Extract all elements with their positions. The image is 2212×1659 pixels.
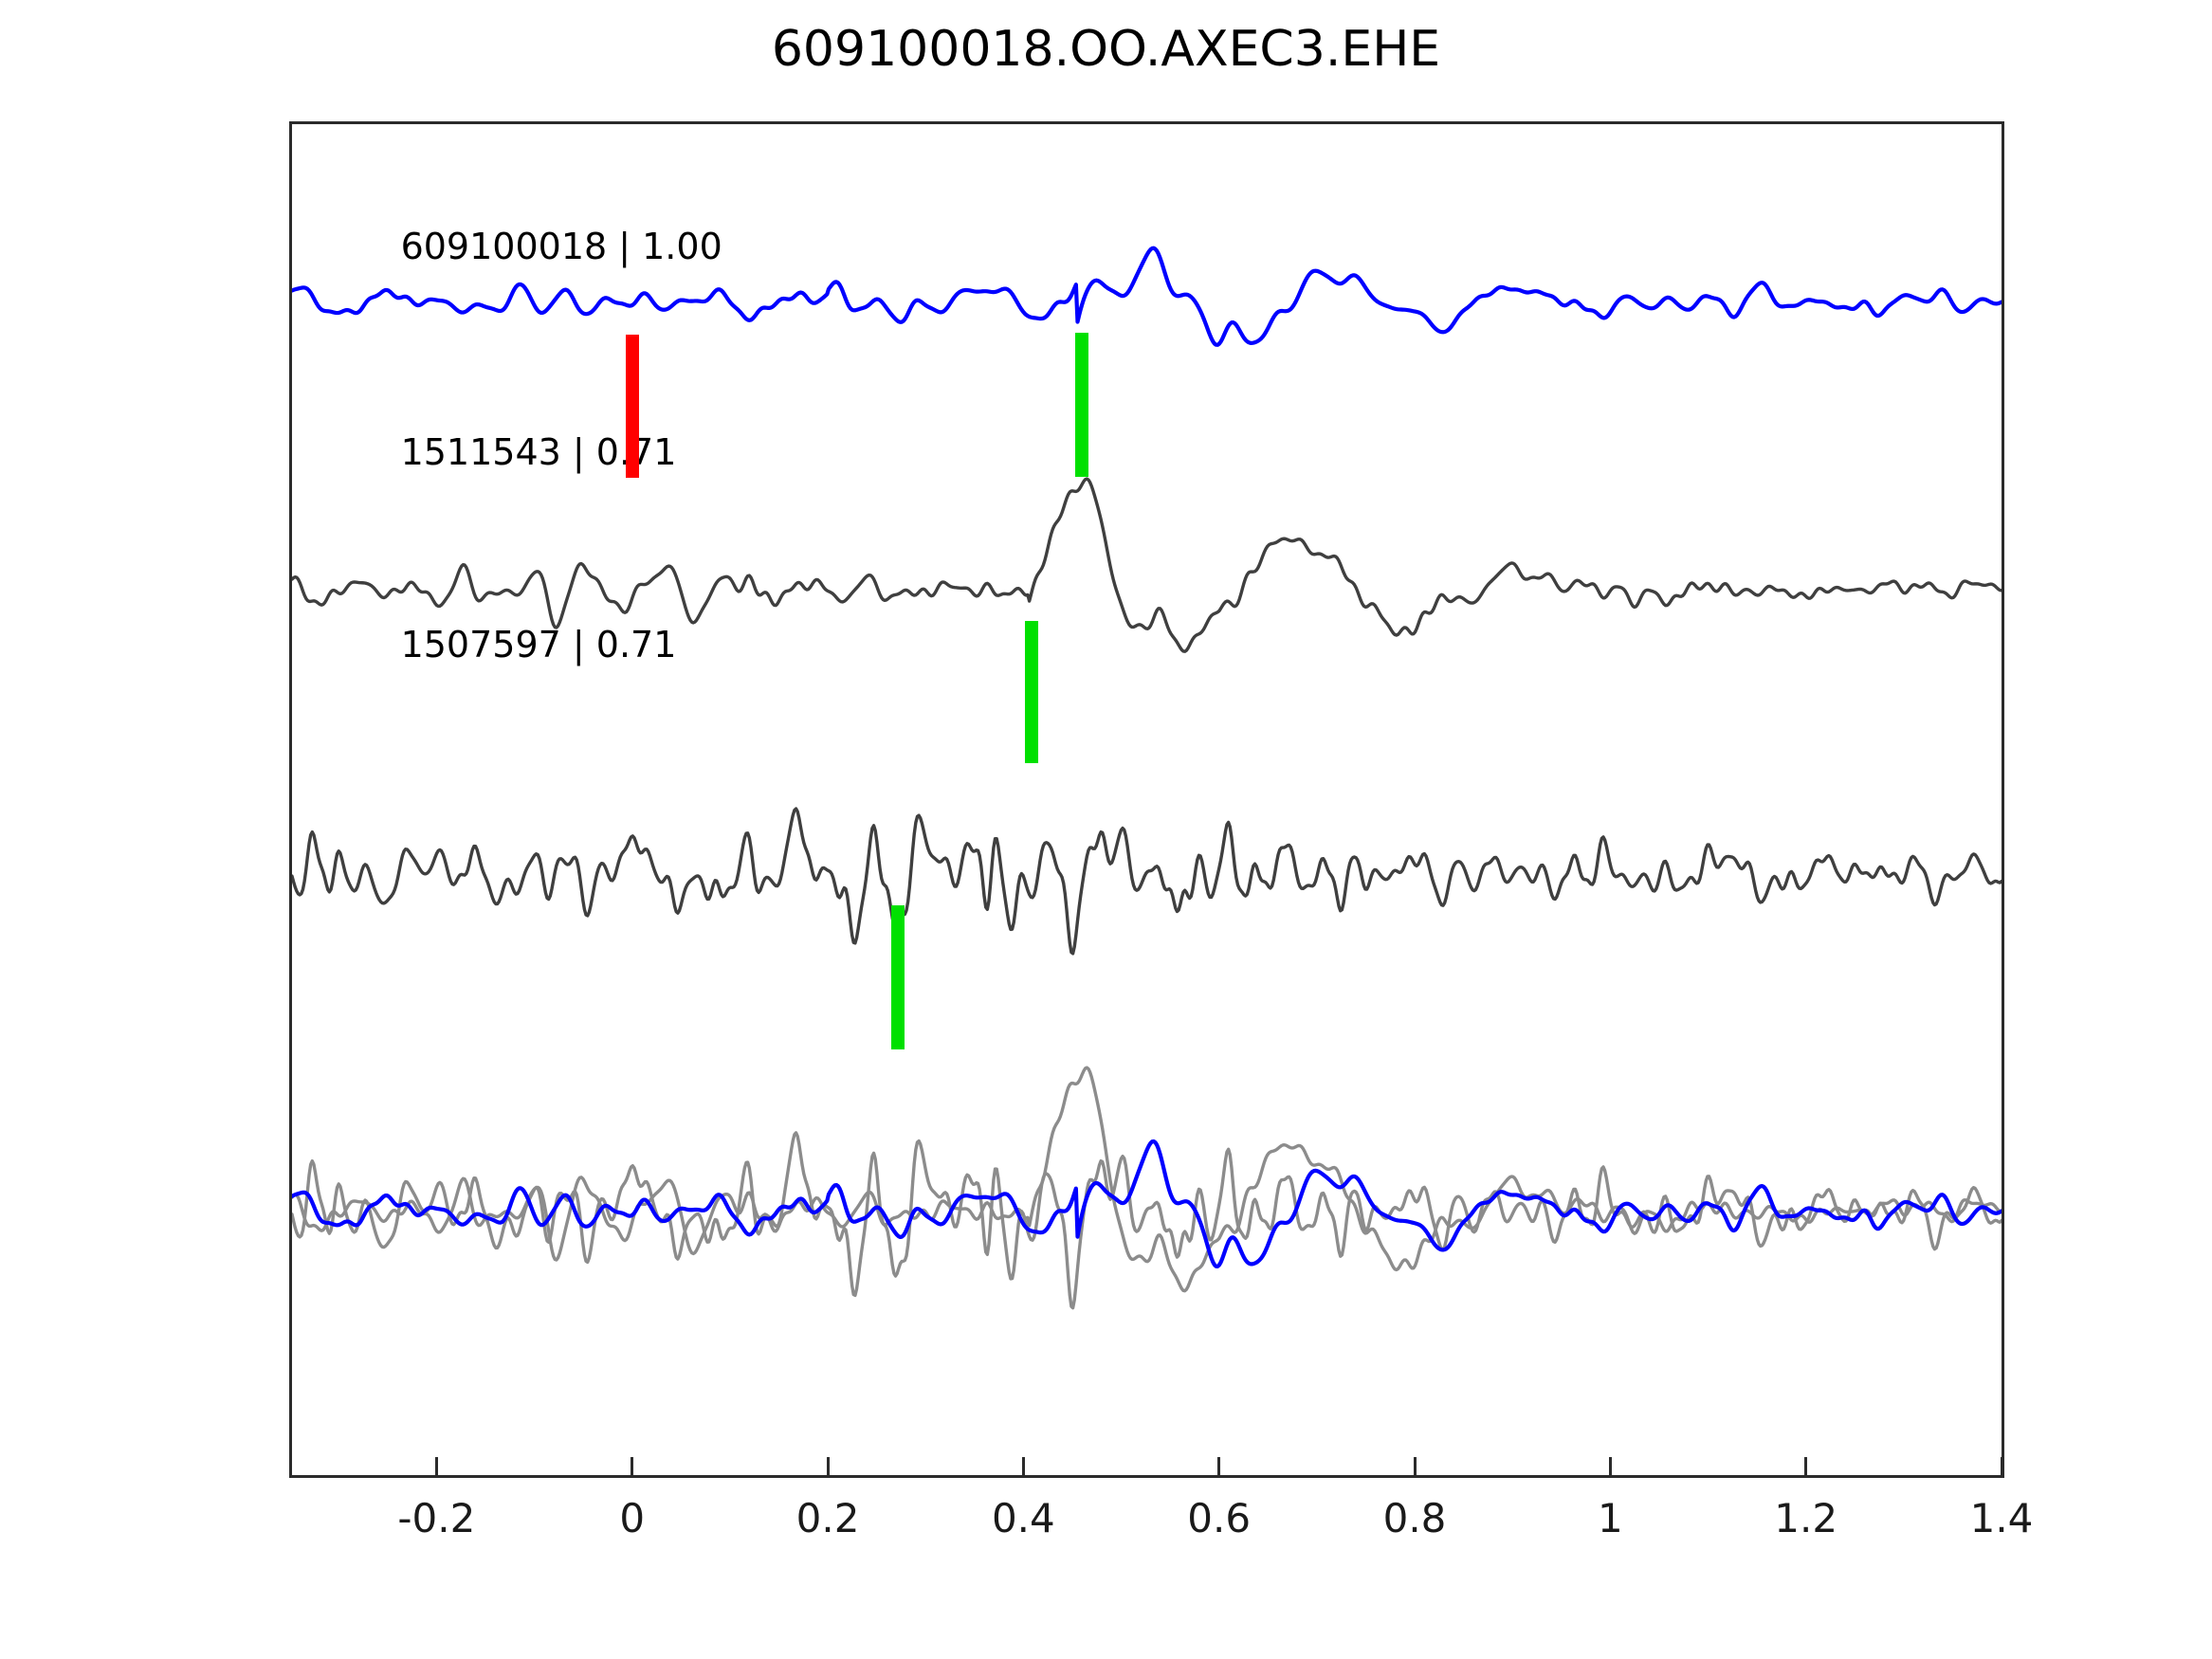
- overlay-trace-1511543: [292, 1066, 2002, 1293]
- x-axis-tick-label: 1: [1597, 1495, 1623, 1541]
- reference-pick-template: [625, 334, 639, 479]
- trace-label-609100018: 609100018 | 1.00: [400, 226, 722, 267]
- x-axis-tick-label: 0.4: [991, 1495, 1055, 1541]
- overlay-trace-1507597: [292, 1131, 2002, 1310]
- detected-pick-template: [1075, 333, 1089, 477]
- x-axis-tick-mark: [2000, 1457, 2003, 1478]
- x-axis-tick-label: 0.2: [795, 1495, 860, 1541]
- x-axis-tick-mark: [826, 1457, 830, 1478]
- overlay-trace-609100018: [292, 1139, 2002, 1269]
- x-axis-tick-label: 1.2: [1774, 1495, 1838, 1541]
- x-axis-tick-mark: [1608, 1457, 1612, 1478]
- x-axis-tick-mark: [1804, 1457, 1808, 1478]
- x-axis-tick-label: 0.6: [1187, 1495, 1252, 1541]
- x-axis-tick-label: -0.2: [397, 1495, 476, 1541]
- x-axis-tick-mark: [631, 1457, 634, 1478]
- trace-label-1507597: 1507597 | 0.71: [400, 624, 677, 665]
- x-axis-tick-label: 0: [619, 1495, 646, 1541]
- x-axis-tick-mark: [434, 1457, 438, 1478]
- waveform-trace-1511543: [292, 477, 2002, 653]
- x-axis-tick-label: 1.4: [1969, 1495, 2034, 1541]
- waveform-trace-609100018: [292, 246, 2002, 347]
- detected-pick-1511543: [1024, 620, 1038, 763]
- waveform-canvas: [292, 246, 2002, 1310]
- x-axis-tick-mark: [1413, 1457, 1417, 1478]
- page-title: 609100018.OO.AXEC3.EHE: [771, 21, 1441, 78]
- waveform-trace-1507597: [292, 807, 2002, 956]
- detected-pick-1507597: [891, 905, 905, 1049]
- x-axis-tick-label: 0.8: [1382, 1495, 1447, 1541]
- plot-axes: [289, 121, 2004, 1478]
- x-axis-tick-mark: [1217, 1457, 1221, 1478]
- x-axis-tick-mark: [1021, 1457, 1025, 1478]
